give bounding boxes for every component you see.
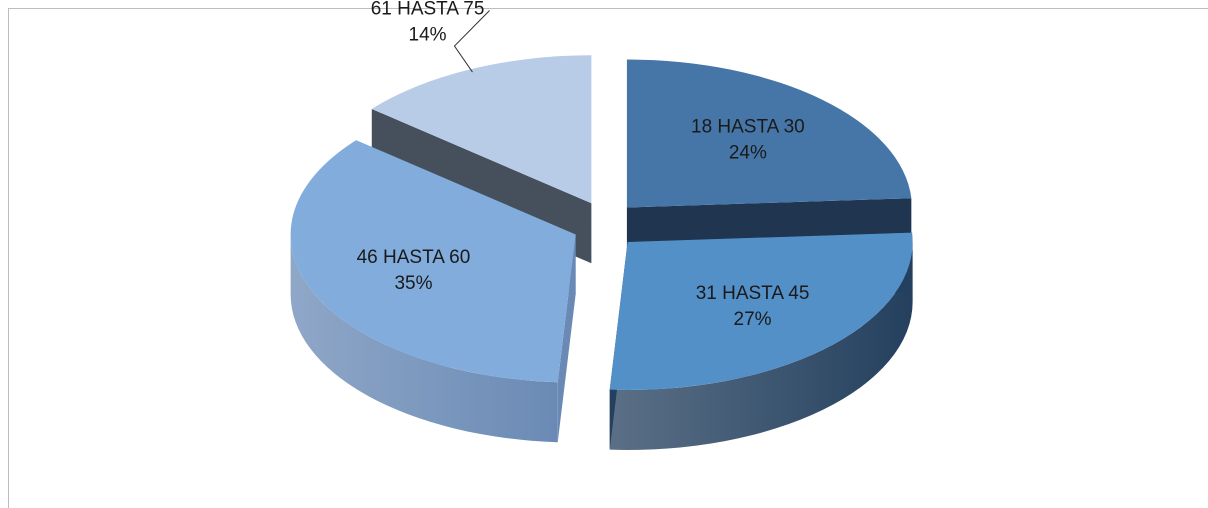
slice	[626, 59, 912, 208]
slice-label: 61 HASTA 75	[371, 0, 485, 20]
slice-side	[609, 241, 913, 450]
slice-value-label: 27%	[734, 309, 772, 330]
slice	[609, 232, 913, 390]
slice	[290, 140, 576, 383]
slice-side	[290, 234, 558, 443]
slice-value-label: 14%	[409, 25, 447, 46]
slice-label: 18 HASTA 30	[691, 117, 805, 138]
slice-value-label: 35%	[394, 273, 432, 294]
chart-frame	[8, 8, 1208, 508]
leader-line	[453, 10, 490, 73]
slice-label: 31 HASTA 45	[696, 283, 810, 304]
slice-label: 46 HASTA 60	[357, 247, 471, 268]
slice-value-label: 24%	[729, 143, 767, 164]
slice	[371, 55, 592, 204]
